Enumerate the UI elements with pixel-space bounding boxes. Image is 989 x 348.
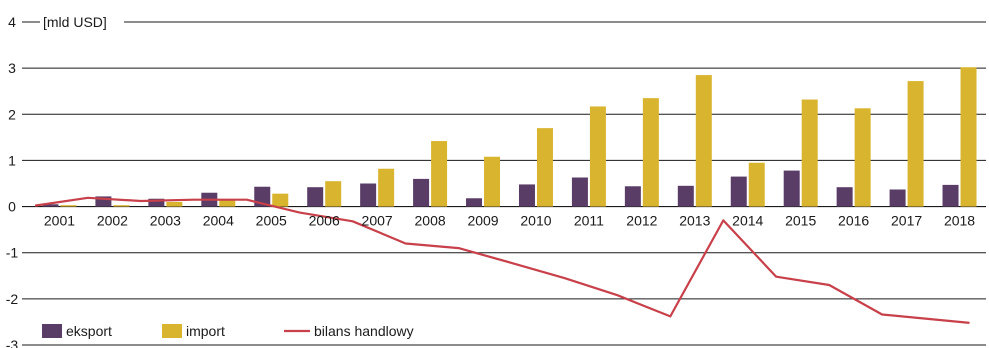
bar-import-2017 [907, 81, 924, 207]
bar-import-2008 [431, 141, 448, 207]
bar-eksport-2009 [466, 198, 483, 207]
bar-eksport-2007 [360, 183, 377, 207]
line-bilans-handlowy [34, 196, 970, 324]
bar-eksport-2002 [95, 196, 112, 207]
y-tick-label: -1 [6, 245, 19, 261]
legend-label: import [186, 323, 225, 339]
bar-import-2015 [801, 99, 818, 207]
bar-eksport-2001 [42, 204, 59, 207]
x-tick-label: 2008 [415, 213, 446, 229]
y-tick-label: 0 [8, 199, 16, 215]
y-tick-label: 1 [8, 152, 16, 168]
y-axis-unit-label: [mld USD] [43, 14, 107, 30]
x-tick-label: 2005 [256, 213, 287, 229]
bar-eksport-2006 [307, 187, 324, 207]
bar-import-2010 [536, 128, 553, 207]
bars-layer [42, 67, 977, 207]
y-tick-label: 4 [8, 14, 16, 30]
x-tick-label: 2001 [44, 213, 75, 229]
x-tick-label: 2002 [97, 213, 128, 229]
bar-import-2009 [484, 156, 501, 207]
bar-eksport-2003 [148, 198, 165, 207]
x-tick-label: 2015 [785, 213, 816, 229]
x-tick-label: 2007 [362, 213, 393, 229]
bar-eksport-2016 [836, 187, 853, 207]
x-tick-label: 2011 [574, 213, 604, 229]
bar-import-2004 [219, 199, 236, 207]
legend-item-import: import [162, 323, 225, 339]
bar-import-2012 [642, 98, 659, 207]
bar-import-2014 [748, 162, 765, 207]
x-tick-label: 2013 [679, 213, 710, 229]
x-tick-label: 2014 [732, 213, 763, 229]
legend-item-bilans-handlowy: bilans handlowy [284, 323, 414, 339]
x-tick-label: 2018 [944, 213, 975, 229]
x-tick-label: 2012 [626, 213, 657, 229]
legend-item-eksport: eksport [42, 323, 112, 339]
bar-import-2018 [960, 67, 977, 207]
legend-swatch [42, 324, 62, 338]
bar-eksport-2010 [518, 184, 535, 207]
y-tick-label: 3 [8, 60, 16, 76]
bar-eksport-2017 [889, 189, 906, 207]
y-tick-label: -3 [6, 337, 19, 348]
bar-eksport-2014 [730, 176, 747, 207]
x-tick-label: 2017 [891, 213, 922, 229]
bar-eksport-2013 [677, 185, 694, 207]
bar-import-2011 [589, 106, 606, 207]
bar-import-2013 [695, 75, 712, 207]
x-tick-label: 2004 [203, 213, 234, 229]
legend-label: bilans handlowy [314, 323, 414, 339]
bar-import-2003 [166, 201, 183, 207]
legend: eksport import bilans handlowy [42, 323, 414, 339]
bar-eksport-2012 [624, 186, 641, 207]
x-tick-label: 2003 [150, 213, 181, 229]
bar-import-2007 [378, 168, 395, 207]
grid-layer [22, 21, 986, 346]
y-tick-label: 2 [8, 106, 16, 122]
bar-eksport-2015 [783, 170, 800, 207]
legend-label: eksport [66, 323, 112, 339]
axis-labels-layer: -3 -2 -1 0 1 2 3 4 [mld USD] 2001 2002 2003 2004 2005… [6, 14, 976, 348]
x-tick-label: 2009 [467, 213, 498, 229]
legend-swatch [162, 324, 182, 338]
y-tick-label: -2 [6, 291, 19, 307]
bar-eksport-2018 [942, 184, 959, 207]
x-tick-label: 2016 [838, 213, 869, 229]
bar-import-2002 [113, 205, 130, 207]
bar-import-2001 [60, 205, 77, 207]
bar-import-2016 [854, 108, 871, 207]
bar-eksport-2008 [413, 178, 430, 207]
bar-import-2005 [272, 193, 289, 207]
bar-import-2006 [325, 181, 342, 207]
line-layer [34, 196, 970, 324]
x-tick-label: 2010 [520, 213, 551, 229]
x-tick-label: 2006 [309, 213, 340, 229]
bar-eksport-2011 [571, 177, 588, 207]
